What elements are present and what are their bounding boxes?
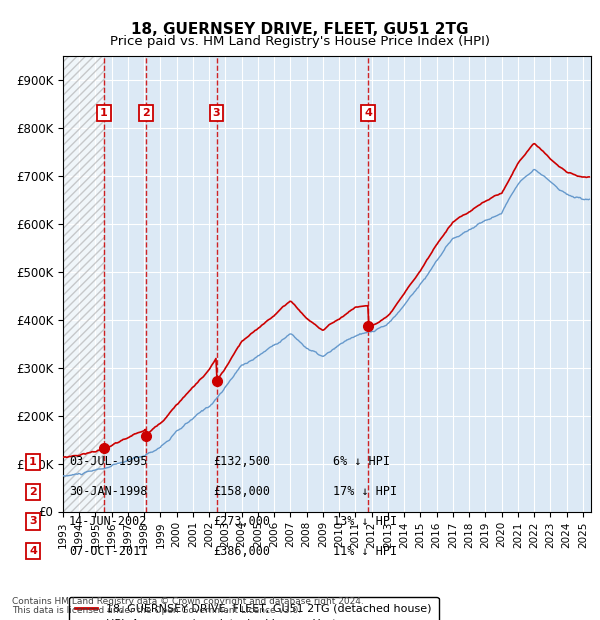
Text: 6% ↓ HPI: 6% ↓ HPI (333, 456, 390, 468)
Text: 11% ↓ HPI: 11% ↓ HPI (333, 545, 397, 557)
Text: 2: 2 (29, 487, 37, 497)
Text: Contains HM Land Registry data © Crown copyright and database right 2024.: Contains HM Land Registry data © Crown c… (12, 597, 364, 606)
Text: 3: 3 (213, 108, 220, 118)
Text: 4: 4 (29, 546, 37, 556)
Text: 18, GUERNSEY DRIVE, FLEET, GU51 2TG: 18, GUERNSEY DRIVE, FLEET, GU51 2TG (131, 22, 469, 37)
Text: 03-JUL-1995: 03-JUL-1995 (69, 456, 148, 468)
Text: 1: 1 (29, 457, 37, 467)
Text: Price paid vs. HM Land Registry's House Price Index (HPI): Price paid vs. HM Land Registry's House … (110, 35, 490, 48)
Text: £386,000: £386,000 (213, 545, 270, 557)
Text: 30-JAN-1998: 30-JAN-1998 (69, 485, 148, 498)
Text: £273,000: £273,000 (213, 515, 270, 528)
Bar (63, 56, 104, 512)
Legend: 18, GUERNSEY DRIVE, FLEET, GU51 2TG (detached house), HPI: Average price, detach: 18, GUERNSEY DRIVE, FLEET, GU51 2TG (det… (68, 597, 439, 620)
Text: 3: 3 (29, 516, 37, 526)
Text: This data is licensed under the Open Government Licence v3.0.: This data is licensed under the Open Gov… (12, 606, 301, 615)
Text: 07-OCT-2011: 07-OCT-2011 (69, 545, 148, 557)
Text: £132,500: £132,500 (213, 456, 270, 468)
Text: 1: 1 (100, 108, 107, 118)
Text: 17% ↓ HPI: 17% ↓ HPI (333, 485, 397, 498)
Text: 13% ↓ HPI: 13% ↓ HPI (333, 515, 397, 528)
Text: 2: 2 (142, 108, 149, 118)
Text: 14-JUN-2002: 14-JUN-2002 (69, 515, 148, 528)
Text: 4: 4 (364, 108, 372, 118)
Text: £158,000: £158,000 (213, 485, 270, 498)
